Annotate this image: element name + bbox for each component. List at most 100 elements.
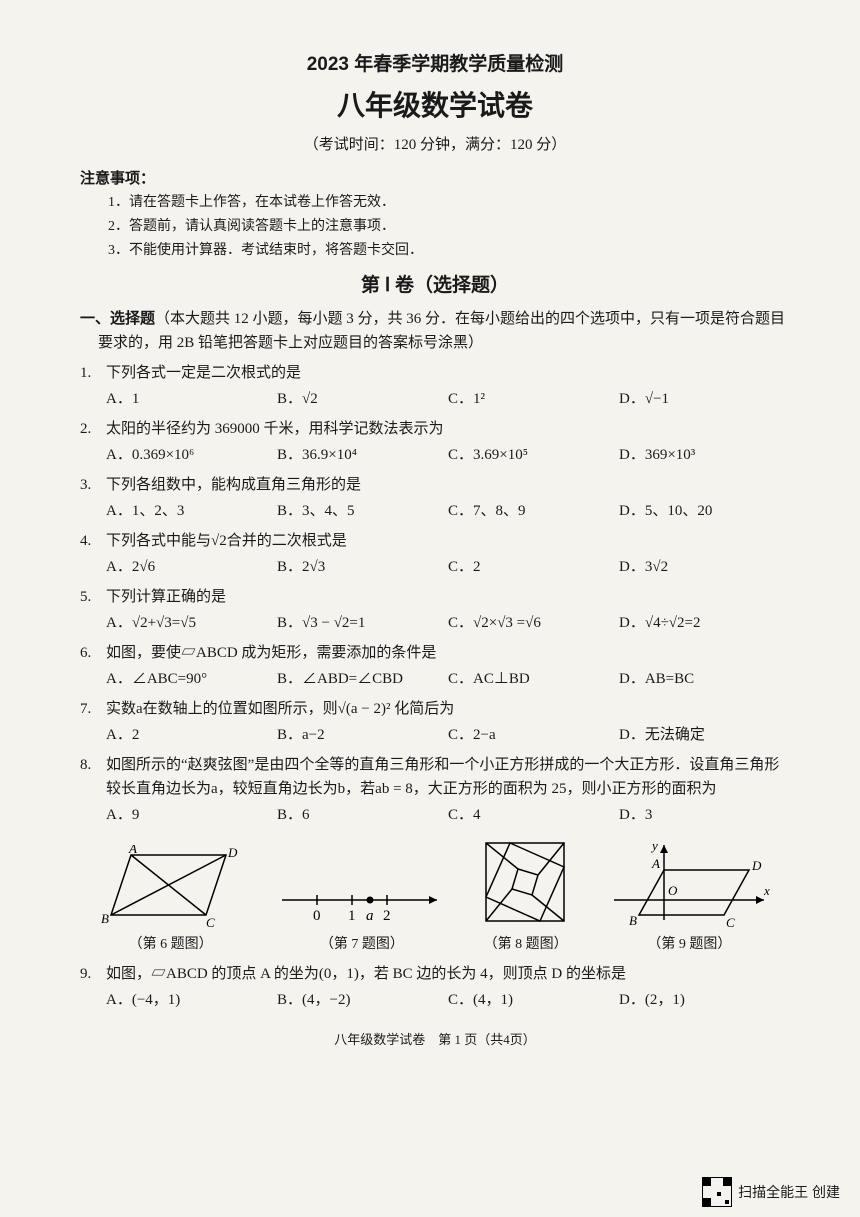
figure-7: 0 1 a 2 （第 7 题图） [277, 875, 447, 956]
q7-stem: 实数a在数轴上的位置如图所示，则√(a − 2)² 化简后为 [106, 697, 790, 721]
q8-opt-b: B．6 [277, 803, 448, 827]
q2-opt-d: D．369×10³ [619, 443, 790, 467]
question-7: 7. 实数a在数轴上的位置如图所示，则√(a − 2)² 化简后为 [80, 697, 790, 721]
q2-num: 2. [80, 417, 106, 441]
svg-text:C: C [726, 915, 735, 930]
svg-text:1: 1 [348, 908, 356, 924]
q9-options: A．(−4，1) B．(4，−2) C．(4，1) D．(2，1) [80, 988, 790, 1012]
figure-9-svg: y x A D B C O [604, 840, 774, 930]
svg-text:B: B [101, 911, 109, 926]
svg-text:x: x [763, 883, 770, 898]
q6-opt-a: A．∠ABC=90° [106, 667, 277, 691]
q4-opt-c: C．2 [448, 555, 619, 579]
q8-opt-c: C．4 [448, 803, 619, 827]
q2-options: A．0.369×10⁶ B．36.9×10⁴ C．3.69×10⁵ D．369×… [80, 443, 790, 467]
figure-9: y x A D B C O （第 9 题图） [604, 840, 774, 956]
svg-text:A: A [651, 856, 660, 871]
page-footer: 八年级数学试卷 第 1 页（共4页） [80, 1030, 790, 1051]
q4-num: 4. [80, 529, 106, 553]
q3-opt-d: D．5、10、20 [619, 499, 790, 523]
q4-stem: 下列各式中能与√2合并的二次根式是 [106, 529, 790, 553]
svg-text:2: 2 [383, 908, 391, 924]
question-1: 1. 下列各式一定是二次根式的是 [80, 361, 790, 385]
exam-page: 2023 年春季学期教学质量检测 八年级数学试卷 （考试时间：120 分钟，满分… [0, 0, 860, 1081]
q8-opt-a: A．9 [106, 803, 277, 827]
watermark-text: 扫描全能王 创建 [738, 1182, 840, 1202]
q8-stem: 如图所示的“赵爽弦图”是由四个全等的直角三角形和一个小正方形拼成的一个大正方形．… [106, 753, 790, 801]
figure-7-svg: 0 1 a 2 [277, 875, 447, 930]
question-6: 6. 如图，要使▱ABCD 成为矩形，需要添加的条件是 [80, 641, 790, 665]
header-line2: 八年级数学试卷 [80, 84, 790, 129]
q4-opt-d: D．3√2 [619, 555, 790, 579]
section-heading: 第 Ⅰ 卷（选择题） [80, 271, 790, 301]
q6-opt-c: C．AC⊥BD [448, 667, 619, 691]
notice-item-3: 3．不能使用计算器．考试结束时，将答题卡交回． [80, 239, 790, 263]
q1-opt-c: C．1² [448, 387, 619, 411]
q5-num: 5. [80, 585, 106, 609]
notice-item-1: 1．请在答题卡上作答，在本试卷上作答无效． [80, 191, 790, 215]
q1-options: A．1 B．√2 C．1² D．√−1 [80, 387, 790, 411]
q2-opt-c: C．3.69×10⁵ [448, 443, 619, 467]
question-3: 3. 下列各组数中，能构成直角三角形的是 [80, 473, 790, 497]
q6-num: 6. [80, 641, 106, 665]
q1-opt-b: B．√2 [277, 387, 448, 411]
q9-num: 9. [80, 962, 106, 986]
figure-6-svg: A D B C [96, 845, 246, 930]
q6-stem: 如图，要使▱ABCD 成为矩形，需要添加的条件是 [106, 641, 790, 665]
q7-num: 7. [80, 697, 106, 721]
q2-opt-a: A．0.369×10⁶ [106, 443, 277, 467]
q4-opt-a: A．2√6 [106, 555, 277, 579]
svg-text:B: B [629, 913, 637, 928]
question-8: 8. 如图所示的“赵爽弦图”是由四个全等的直角三角形和一个小正方形拼成的一个大正… [80, 753, 790, 801]
q6-opt-d: D．AB=BC [619, 667, 790, 691]
figure-6-caption: （第 6 题图） [96, 934, 246, 956]
q7-opt-b: B．a−2 [277, 723, 448, 747]
figure-7-caption: （第 7 题图） [277, 934, 447, 956]
figure-8-caption: （第 8 题图） [478, 934, 573, 956]
svg-text:A: A [128, 845, 137, 856]
question-4: 4. 下列各式中能与√2合并的二次根式是 [80, 529, 790, 553]
q4-opt-b: B．2√3 [277, 555, 448, 579]
scan-watermark: 扫描全能王 创建 [702, 1177, 840, 1207]
q4-options: A．2√6 B．2√3 C．2 D．3√2 [80, 555, 790, 579]
figure-8-svg [478, 835, 573, 930]
svg-text:C: C [206, 915, 215, 930]
q5-opt-b: B．√3 − √2=1 [277, 611, 448, 635]
q5-stem: 下列计算正确的是 [106, 585, 790, 609]
q8-options: A．9 B．6 C．4 D．3 [80, 803, 790, 827]
q5-options: A．√2+√3=√5 B．√3 − √2=1 C．√2×√3 =√6 D．√4÷… [80, 611, 790, 635]
q8-opt-d: D．3 [619, 803, 790, 827]
q7-opt-d: D．无法确定 [619, 723, 790, 747]
figure-row: A D B C （第 6 题图） 0 1 a 2 （第 7 题图） [80, 835, 790, 956]
q1-opt-d: D．√−1 [619, 387, 790, 411]
q3-opt-a: A．1、2、3 [106, 499, 277, 523]
q6-opt-b: B．∠ABD=∠CBD [277, 667, 448, 691]
q3-opt-b: B．3、4、5 [277, 499, 448, 523]
section-intro: 一、选择题（本大题共 12 小题，每小题 3 分，共 36 分．在每小题给出的四… [80, 307, 790, 355]
q9-opt-d: D．(2，1) [619, 988, 790, 1012]
q9-opt-b: B．(4，−2) [277, 988, 448, 1012]
q8-num: 8. [80, 753, 106, 801]
header-line3: （考试时间：120 分钟，满分：120 分） [80, 133, 790, 157]
q3-opt-c: C．7、8、9 [448, 499, 619, 523]
qr-icon [702, 1177, 732, 1207]
q2-opt-b: B．36.9×10⁴ [277, 443, 448, 467]
section-intro-label: 一、选择题 [80, 311, 155, 327]
q6-options: A．∠ABC=90° B．∠ABD=∠CBD C．AC⊥BD D．AB=BC [80, 667, 790, 691]
svg-text:y: y [650, 840, 658, 853]
q7-options: A．2 B．a−2 C．2−a D．无法确定 [80, 723, 790, 747]
notice-item-2: 2．答题前，请认真阅读答题卡上的注意事项． [80, 215, 790, 239]
q5-opt-c: C．√2×√3 =√6 [448, 611, 619, 635]
q5-opt-d: D．√4÷√2=2 [619, 611, 790, 635]
q7-opt-c: C．2−a [448, 723, 619, 747]
figure-9-caption: （第 9 题图） [604, 934, 774, 956]
svg-text:D: D [751, 858, 762, 873]
section-intro-text: （本大题共 12 小题，每小题 3 分，共 36 分．在每小题给出的四个选项中，… [98, 311, 785, 351]
svg-text:a: a [366, 908, 374, 924]
header-line1: 2023 年春季学期教学质量检测 [80, 50, 790, 80]
q1-opt-a: A．1 [106, 387, 277, 411]
q9-opt-c: C．(4，1) [448, 988, 619, 1012]
notice-title: 注意事项： [80, 167, 790, 191]
svg-text:D: D [227, 845, 238, 860]
figure-8: （第 8 题图） [478, 835, 573, 956]
